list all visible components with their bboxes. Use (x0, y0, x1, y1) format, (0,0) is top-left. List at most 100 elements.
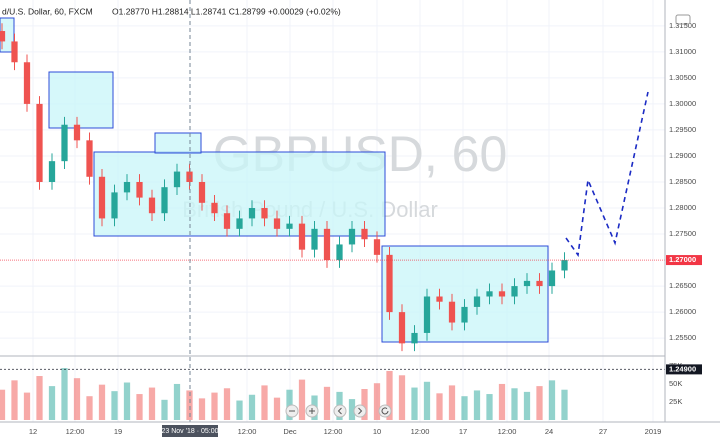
volume-bar (411, 387, 418, 420)
icon (358, 407, 363, 415)
volume-bar (123, 382, 131, 420)
candle-body (336, 244, 343, 261)
candle-body (561, 260, 568, 271)
candle-body (486, 291, 493, 297)
candle-body (261, 208, 268, 219)
volume-bar (48, 386, 56, 420)
candle-body (23, 62, 31, 104)
candle-body (198, 181, 206, 203)
volume-bar (523, 391, 531, 420)
crosshair-label-bg (162, 425, 218, 437)
volume-bar (211, 392, 218, 420)
x-tick-label: 12:00 (238, 427, 257, 436)
candle-body (36, 103, 43, 182)
candle-body (148, 197, 156, 214)
candle-body (173, 171, 181, 188)
settings-icon[interactable] (675, 14, 691, 25)
volume-bar (186, 390, 193, 420)
volume-bar (298, 379, 306, 420)
candle-body (523, 280, 531, 287)
header-symbol: d/U.S. Dollar, 60, FXCM (2, 6, 93, 16)
candle-body (511, 286, 518, 297)
time-axis (0, 422, 720, 441)
volume-bar (273, 397, 281, 420)
candle-body (73, 124, 81, 141)
candle-body (273, 218, 281, 229)
volume-tick-label: 50K (669, 379, 682, 388)
y-tick-label: 1.31000 (669, 47, 696, 56)
x-tick-label: Dec (283, 427, 297, 436)
candle-body (361, 228, 368, 240)
volume-bar (323, 386, 331, 420)
x-tick-label: 19 (114, 427, 122, 436)
x-tick-label: 12:00 (411, 427, 430, 436)
volume-bar (511, 388, 518, 420)
candle-body (61, 124, 68, 162)
volume-bar (361, 389, 368, 420)
candle-body (548, 270, 556, 287)
y-tick-label: 1.26000 (669, 307, 696, 316)
y-tick-label: 1.28500 (669, 177, 696, 186)
price-axis (665, 0, 720, 441)
volume-bar (286, 389, 293, 420)
candle-body (461, 306, 468, 323)
y-tick-label: 1.30000 (669, 99, 696, 108)
volume-bar (136, 394, 143, 420)
volume-bar (398, 375, 406, 420)
x-tick-label: 12:00 (498, 427, 517, 436)
volume-bar (448, 385, 456, 420)
reset-button[interactable] (378, 404, 392, 418)
candle-body (86, 140, 93, 177)
x-tick-label: 27 (599, 427, 607, 436)
candle-body (136, 181, 143, 198)
candle-body (448, 301, 456, 323)
x-tick-label: 17 (459, 427, 467, 436)
volume-bar (98, 384, 106, 420)
candle-body (298, 223, 306, 250)
icon (309, 408, 315, 414)
volume-bar (248, 394, 256, 420)
candle-body (536, 280, 543, 287)
volume-bar (498, 383, 506, 420)
volume-bar (111, 391, 118, 420)
volume-bar (548, 380, 556, 420)
x-tick-label: 2019 (645, 427, 662, 436)
volume-bar (86, 396, 93, 420)
volume-bar (148, 387, 156, 420)
candle-body (11, 41, 18, 63)
y-tick-label: 1.28000 (669, 203, 696, 212)
x-tick-label: 12:00 (324, 427, 343, 436)
axes: 1.31500 1.31000 1.30500 1.30000 1.29500 1.290… (29, 21, 702, 437)
price-label-bg (666, 364, 702, 375)
x-tick-label: 12:00 (66, 427, 85, 436)
y-tick-label: 1.26500 (669, 281, 696, 290)
volume-bar (536, 386, 543, 420)
volume-bar (461, 396, 468, 420)
volume-bar (11, 380, 18, 420)
candle-body (48, 161, 56, 182)
candle-body (311, 228, 318, 250)
y-tick-label: 1.30500 (669, 73, 696, 82)
candle-body (236, 218, 243, 229)
price-label: 1.24900 (669, 364, 696, 373)
zoom-controls (285, 404, 392, 418)
crosshair-label: 23 Nov '18 · 05:00 (162, 428, 219, 435)
candle-body (473, 296, 481, 307)
y-tick-label: 1.29500 (669, 125, 696, 134)
candle-body (348, 228, 356, 245)
header-ohlc: O1.28770 H1.28814 L1.28741 C1.28799 +0.0… (112, 6, 341, 16)
y-tick-label: 1.27500 (669, 229, 696, 238)
volume-bar (561, 389, 568, 420)
y-tick-label: 1.31500 (669, 21, 696, 30)
volume-bar (61, 368, 68, 420)
icon (337, 407, 342, 415)
volume-bar (173, 383, 181, 420)
scroll-left-button[interactable] (333, 404, 347, 418)
volume-bar (161, 399, 168, 420)
candle-body (161, 187, 168, 214)
volume-tick-label: 25K (669, 397, 682, 406)
icon (381, 407, 389, 415)
candle-body (373, 239, 381, 255)
scroll-right-button[interactable] (353, 404, 367, 418)
